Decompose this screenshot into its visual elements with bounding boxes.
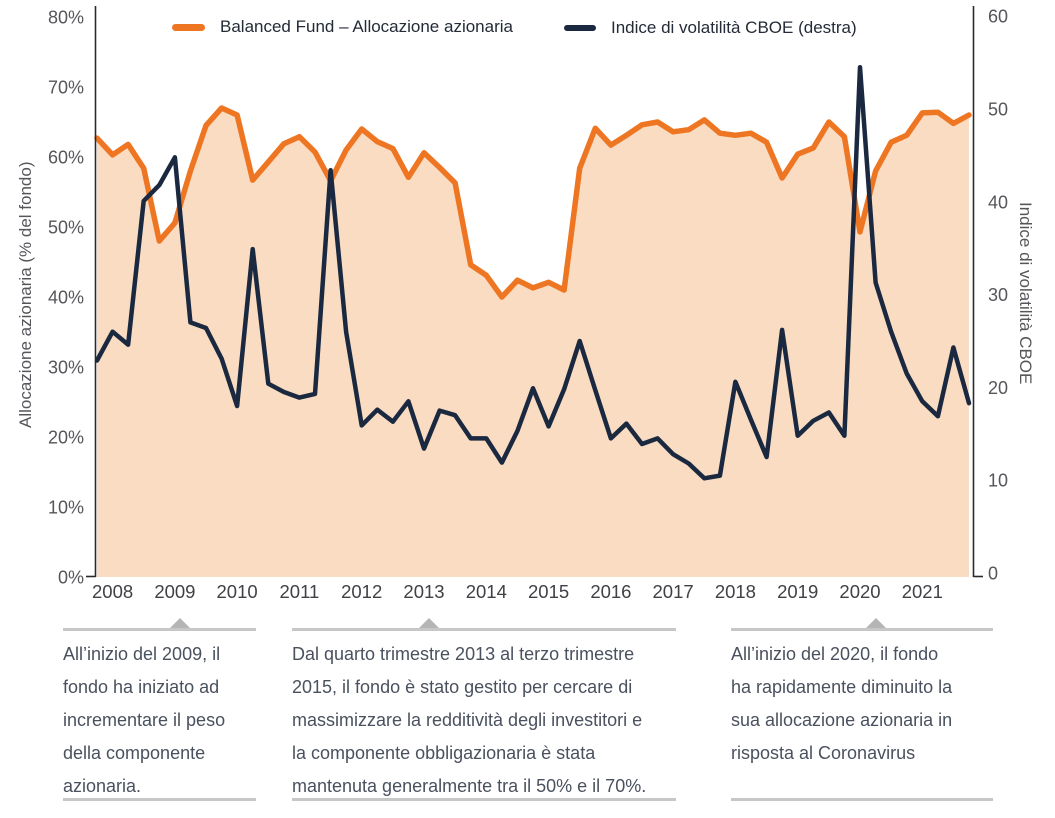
annotation-line: ha rapidamente diminuito la [731,677,953,697]
legend-item-balanced-fund: Balanced Fund – Allocazione azionaria [172,17,513,37]
annotation-text: All’inizio del 2009, il fondo ha iniziato… [63,638,256,803]
chart-plot-area: 0% 10% 20% 30% 40% 50% 60% 70% 80% 0 10 20 30 40 50 60 2… [48,6,1008,602]
allocation-area-fill [97,108,969,577]
x-axis-year-label: 2010 [217,581,258,602]
x-axis-year-label: 2018 [715,581,756,602]
left-axis-tick-label: 60% [48,148,84,168]
annotation-line: All’inizio del 2009, il [63,644,221,664]
annotation-line: azionaria. [63,776,142,796]
left-axis-tick-label: 0% [58,568,84,588]
annotation-2013-2015: Dal quarto trimestre 2013 al terzo trime… [292,618,676,803]
annotation-divider [63,628,256,631]
annotation-divider [292,798,676,801]
x-axis-year-label: 2009 [154,581,195,602]
annotation-line: massimizzare la redditività degli invest… [292,710,643,730]
x-axis-year-label: 2016 [590,581,631,602]
annotation-line: 2015, il fondo è stato gestito per cerca… [292,677,633,697]
annotation-divider [731,798,993,801]
right-axis-tick-label: 40 [988,192,1008,212]
annotation-divider [292,628,676,631]
legend-swatch-navy [564,25,596,31]
left-axis-tick-label: 30% [48,358,84,378]
left-axis-tick-label: 50% [48,218,84,238]
annotation-divider [731,628,993,631]
annotation-2020: All’inizio del 2020, il fondo ha rapidame… [731,618,993,803]
annotation-line: sua allocazione azionaria in [731,710,953,730]
vix-line [94,64,972,481]
allocation-line [94,105,972,300]
right-axis-tick-label: 10 [988,471,1008,491]
annotation-line: Dal quarto trimestre 2013 al terzo trime… [292,644,635,664]
annotation-line: mantenuta generalmente tra il 50% e il 7… [292,776,647,796]
annotation-line: la componente obbligazionaria è stata [292,743,596,763]
left-axis-tick-label: 80% [48,8,84,28]
x-axis-year-label: 2020 [839,581,880,602]
left-axis-tick-label: 10% [48,498,84,518]
x-axis-year-label: 2017 [653,581,694,602]
annotation-line: risposta al Coronavirus [731,743,916,763]
x-axis-year-label: 2011 [280,581,320,602]
x-axis-year-label: 2012 [341,581,382,602]
right-axis-tick-label: 30 [988,285,1008,305]
legend-swatch-orange [172,23,205,31]
right-axis-title: Indice di volatilità CBOE [1016,201,1035,385]
left-axis-tick-label: 70% [48,78,84,98]
x-axis-year-label: 2008 [92,581,133,602]
left-axis-tick-label: 20% [48,428,84,448]
legend-label-cboe-vix: Indice di volatilità CBOE (destra) [611,18,857,37]
annotation-pointer-triangle [170,618,190,628]
x-axis-year-label: 2013 [403,581,444,602]
left-axis-tick-label: 40% [48,288,84,308]
legend-item-cboe-vix: Indice di volatilità CBOE (destra) [564,18,857,38]
right-axis-tick-label: 0 [988,564,998,584]
right-axis-tick-label: 20 [988,378,1008,398]
annotation-divider [63,798,256,801]
left-axis-title: Allocazione azionaria (% del fondo) [16,161,35,429]
x-axis-year-label: 2015 [528,581,569,602]
annotation-line: incrementare il peso [63,710,226,730]
x-axis-year-label: 2014 [466,581,507,602]
annotation-line: della componente [63,743,206,763]
annotation-text: Dal quarto trimestre 2013 al terzo trime… [292,638,676,803]
annotation-line: fondo ha iniziato ad [63,677,220,697]
x-axis-year-label: 2021 [902,581,943,602]
legend-label-balanced-fund: Balanced Fund – Allocazione azionaria [220,17,513,36]
right-axis-tick-label: 50 [988,100,1008,120]
annotation-pointer-triangle [866,618,886,628]
x-axis-year-label: 2019 [777,581,818,602]
annotation-text: All’inizio del 2020, il fondo ha rapidame… [731,638,993,770]
annotation-line: All’inizio del 2020, il fondo [731,644,939,664]
right-axis-tick-label: 60 [988,7,1008,27]
annotation-pointer-triangle [419,618,439,628]
annotation-2009: All’inizio del 2009, il fondo ha iniziato… [63,618,256,803]
